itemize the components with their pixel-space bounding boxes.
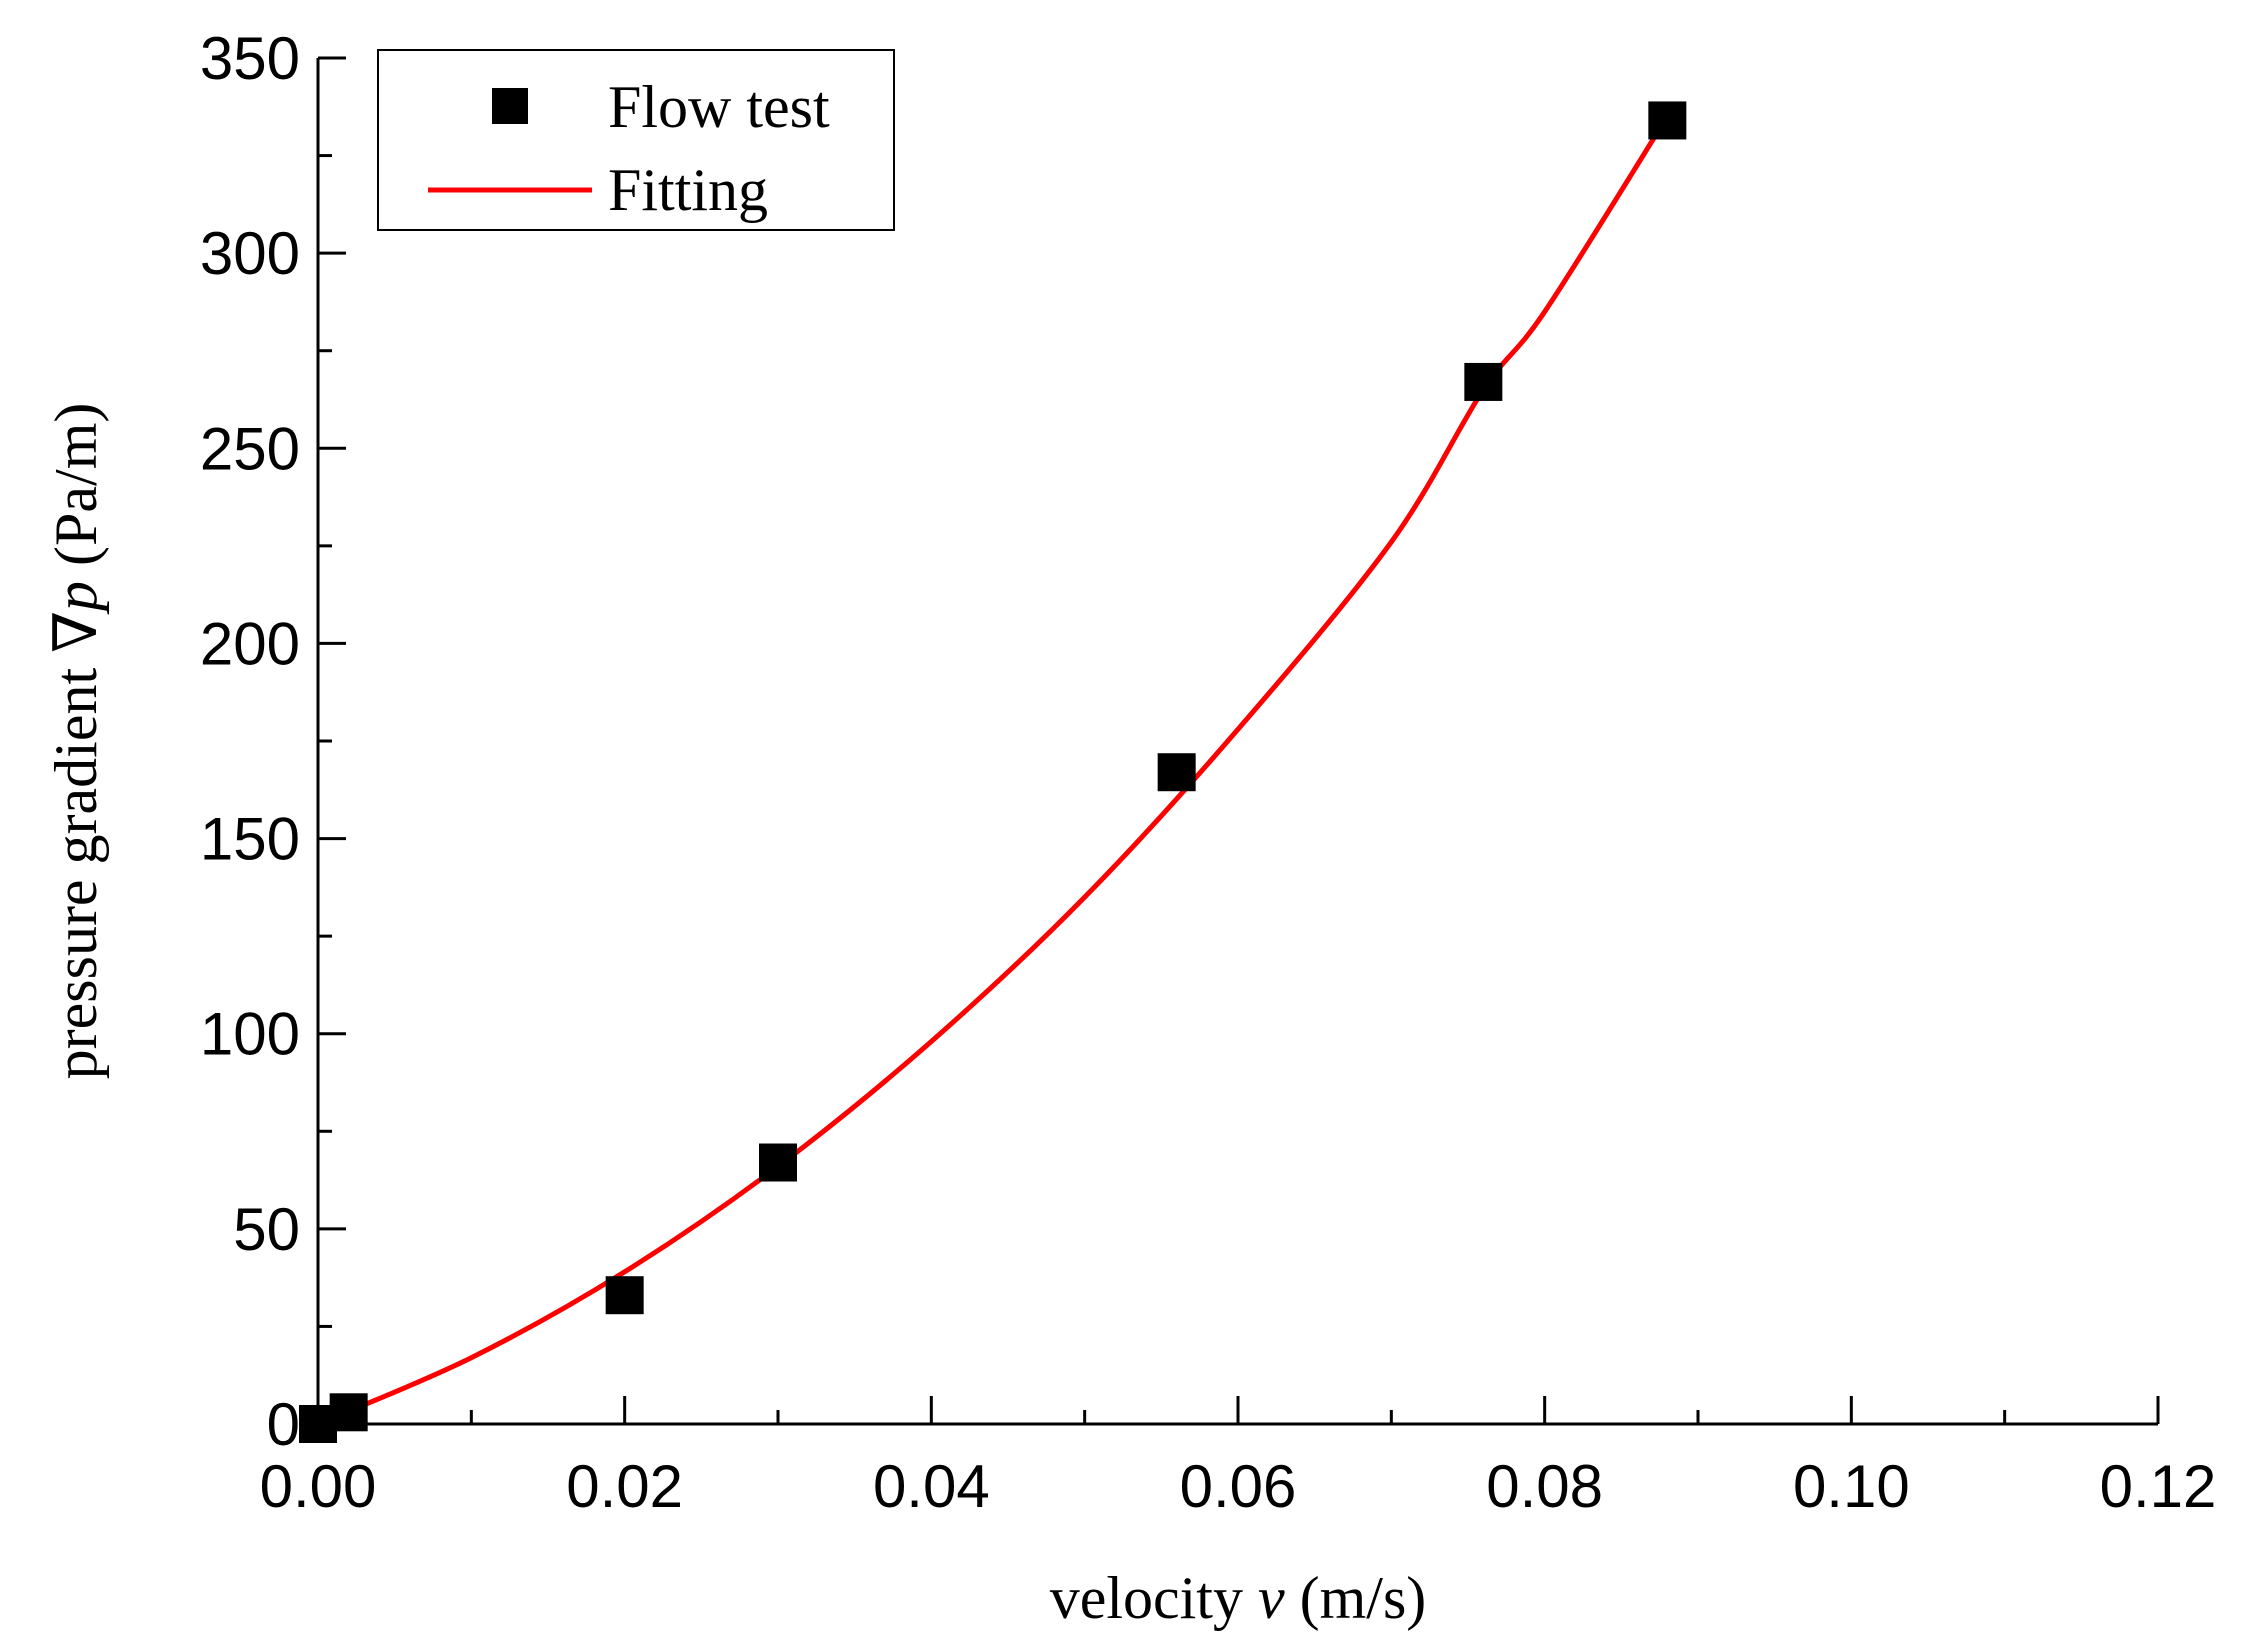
axes: 0.00 0.02 0.04 0.06 0.08 0.10 0.12 0 50 100 150 200… [43, 25, 2216, 1631]
x-tick-label: 0.06 [1180, 1453, 1297, 1520]
y-tick-label: 250 [200, 415, 300, 482]
x-tick-label: 0.04 [873, 1453, 990, 1520]
flow-test-point [1648, 101, 1687, 140]
y-tick-label: 150 [200, 806, 300, 873]
y-tick-label: 200 [200, 610, 300, 677]
flow-test-point [1464, 362, 1503, 401]
flow-test-point [329, 1393, 368, 1432]
flow-test-point [1157, 753, 1196, 792]
y-tick-label: 300 [200, 220, 300, 287]
x-tick-label: 0.02 [566, 1453, 683, 1520]
y-tick-label: 350 [200, 25, 300, 92]
y-tick-label: 50 [233, 1196, 300, 1263]
legend-box [377, 49, 895, 231]
legend-label-fitting: Fitting [608, 157, 768, 223]
y-axis-title: pressure gradient ∇p (Pa/m) [43, 403, 109, 1080]
plot-area [299, 101, 1687, 1443]
x-tick-label: 0.08 [1486, 1453, 1603, 1520]
flow-test-point [605, 1276, 644, 1315]
x-axis-title: velocity v (m/s) [1050, 1565, 1427, 1631]
x-tick-label: 0.00 [260, 1453, 377, 1520]
legend: Flow test Fitting [377, 49, 895, 231]
y-tick-label: 0 [267, 1391, 300, 1458]
legend-label-flow-test: Flow test [608, 74, 830, 140]
legend-marker-flow-test [492, 88, 528, 124]
x-tick-label: 0.10 [1793, 1453, 1910, 1520]
flow-test-point [759, 1143, 797, 1182]
x-tick-label: 0.12 [2100, 1453, 2217, 1520]
y-tick-label: 100 [200, 1001, 300, 1068]
